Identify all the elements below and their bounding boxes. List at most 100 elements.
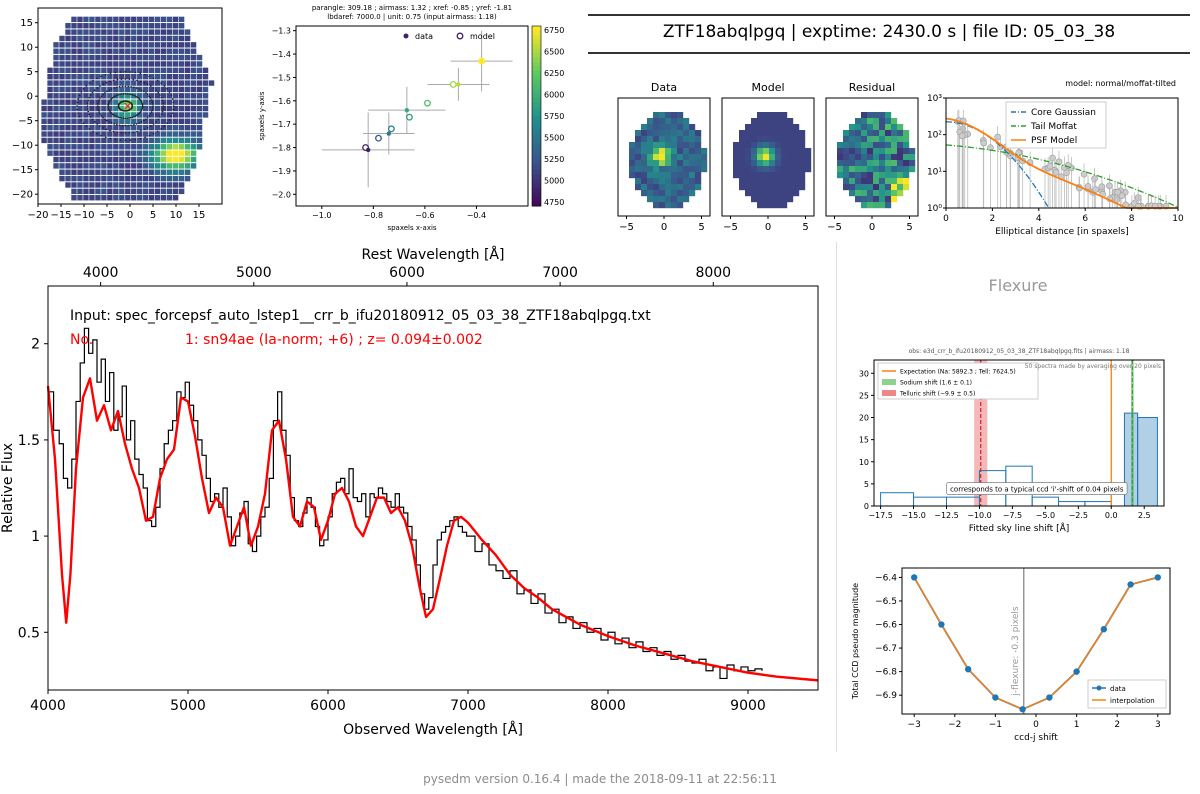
psf-cell	[873, 196, 880, 203]
aperture-dot	[96, 123, 98, 125]
ifu-spaxel	[65, 137, 71, 144]
ifu-spaxel	[155, 169, 161, 175]
adr-ytick-label: −1.7	[272, 120, 291, 129]
ifu-spaxel	[89, 99, 95, 105]
adr-header-1: parangle: 309.18 ; airmass: 1.32 ; xref:…	[312, 4, 512, 12]
psf-cell	[861, 148, 868, 155]
ifu-spaxel	[155, 48, 161, 54]
psf-cell	[891, 154, 898, 161]
psf-cell	[787, 124, 794, 131]
psf-cell	[861, 184, 868, 191]
psf-cell	[653, 142, 660, 149]
adr-colorbar-cell	[532, 134, 541, 139]
aperture-dot	[96, 77, 98, 80]
ifu-spaxel	[53, 93, 59, 99]
ifu-spaxel	[172, 112, 179, 118]
ifu-spaxel	[131, 156, 137, 163]
ifu-spaxel	[160, 131, 167, 137]
aperture-dot	[140, 110, 142, 112]
psf-cell	[891, 148, 898, 155]
aperture-dot	[80, 119, 83, 121]
ifu-spaxel	[131, 54, 137, 61]
psf-cell	[879, 136, 886, 143]
adr-colorbar-tick: 6000	[544, 91, 564, 100]
aperture-dot	[163, 85, 166, 87]
adr-colorbar-cell	[532, 107, 541, 112]
adr-colorbar-cell	[532, 75, 541, 81]
psf-cell	[775, 148, 782, 155]
psf-cell	[647, 142, 654, 149]
psf-cell	[695, 130, 702, 137]
ifu-spaxel	[89, 112, 95, 118]
psf-cell	[671, 190, 678, 197]
psf-cell	[837, 172, 844, 179]
psf-cell	[781, 130, 788, 137]
ifu-spaxel	[190, 54, 197, 61]
psf-cell	[677, 172, 684, 179]
adr-colorbar-cell	[532, 152, 541, 157]
ifu-spaxel	[101, 93, 107, 99]
ifu-spaxel	[107, 48, 113, 54]
ifu-spaxel	[160, 124, 167, 131]
aperture-dot	[139, 99, 142, 101]
psf-cell	[757, 196, 764, 203]
ifu-spaxel	[149, 93, 155, 99]
ifu-spaxel	[83, 105, 89, 112]
ifu-spaxel	[77, 16, 83, 23]
psf-xtick-label: 0	[661, 222, 667, 233]
psf-cell	[837, 154, 844, 161]
psf-cell	[683, 172, 690, 179]
ifu-spaxel	[41, 105, 47, 112]
ifu-spaxel	[125, 93, 131, 99]
aperture-dot	[118, 124, 121, 126]
aperture-dot	[116, 123, 118, 126]
ifu-spaxel	[160, 150, 167, 156]
adr-colorbar-cell	[532, 102, 541, 108]
ifu-spaxel	[95, 86, 101, 93]
ifu-spaxel	[131, 182, 137, 188]
ifu-spaxel	[83, 86, 89, 93]
ifu-spaxel	[131, 74, 137, 80]
ifu-spaxel	[184, 35, 191, 42]
ifu-spaxel	[101, 169, 107, 175]
ifu-spaxel	[89, 131, 95, 137]
psf-cell	[665, 124, 672, 131]
psf-cell	[879, 166, 886, 173]
ifu-spaxel	[101, 182, 107, 188]
ifu-spaxel	[184, 80, 191, 86]
adr-colorbar-cell	[532, 192, 541, 198]
ifu-spaxel	[160, 169, 167, 175]
aperture-dot	[117, 94, 120, 96]
ifu-spaxel	[172, 156, 179, 163]
psf-cell	[733, 172, 740, 179]
ifu-spaxel	[143, 188, 149, 195]
psf-cell	[653, 196, 660, 203]
curve-ytick-label: −6.8	[875, 668, 897, 678]
ifu-spaxel	[166, 188, 173, 195]
psf-cell	[787, 166, 794, 173]
ifu-spaxel	[131, 131, 137, 137]
adr-colorbar-cell	[532, 129, 541, 135]
ifu-spaxel	[107, 137, 113, 144]
adr-model-point	[387, 125, 395, 133]
ifu-spaxel	[190, 131, 197, 137]
ifu-spaxel	[65, 48, 71, 54]
psf-cell	[787, 154, 794, 161]
ifu-spaxel	[172, 131, 179, 137]
psf-cell	[891, 130, 898, 137]
adr-xtick-label: −0.8	[364, 211, 383, 220]
aperture-dot	[110, 122, 113, 124]
ifu-spaxel	[65, 163, 71, 169]
adr-ytick-label: −1.4	[272, 50, 291, 59]
ifu-spaxel	[113, 118, 119, 124]
ifu-spaxel	[107, 144, 113, 150]
psf-cell	[757, 184, 764, 191]
profile-point	[1118, 192, 1126, 200]
ifu-spaxel	[131, 137, 137, 144]
ifu-spaxel	[113, 29, 119, 35]
ifu-xtick-label: 15	[193, 210, 206, 221]
ifu-spaxel	[95, 169, 101, 175]
ifu-spaxel	[143, 131, 149, 137]
ifu-spaxel	[131, 99, 137, 105]
ifu-spaxel	[131, 112, 137, 118]
